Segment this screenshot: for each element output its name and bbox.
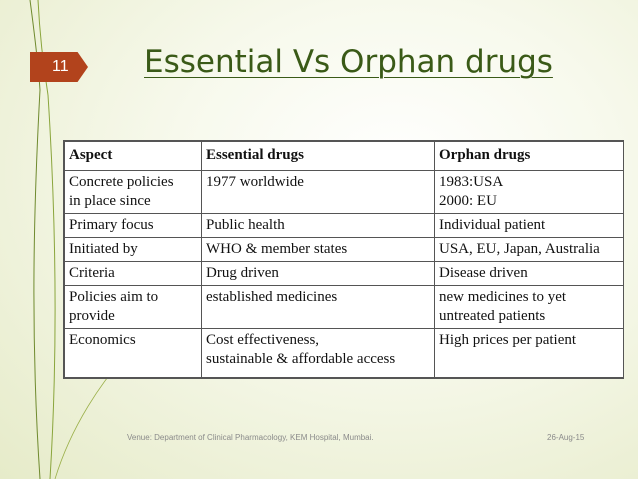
table-row: Policies aim to provide established medi… bbox=[64, 285, 624, 329]
table-cell: 1977 worldwide bbox=[201, 170, 435, 214]
footer-date: 26-Aug-15 bbox=[547, 433, 585, 442]
table-cell: Concrete policies in place since bbox=[64, 170, 202, 214]
header-essential-drugs: Essential drugs bbox=[201, 141, 435, 171]
comparison-table: Aspect Essential drugs Orphan drugs Conc… bbox=[64, 141, 624, 378]
table-cell: Individual patient bbox=[434, 213, 624, 238]
table-cell: 1983:USA 2000: EU bbox=[434, 170, 624, 214]
table-row: Economics Cost effectiveness, sustainabl… bbox=[64, 328, 624, 378]
table-cell: Cost effectiveness, sustainable & afford… bbox=[201, 328, 435, 378]
table-cell: Public health bbox=[201, 213, 435, 238]
comparison-table-container: Aspect Essential drugs Orphan drugs Conc… bbox=[63, 140, 624, 379]
header-orphan-drugs: Orphan drugs bbox=[434, 141, 624, 171]
table-cell: WHO & member states bbox=[201, 237, 435, 262]
table-header-row: Aspect Essential drugs Orphan drugs bbox=[64, 141, 624, 171]
table-cell: established medicines bbox=[201, 285, 435, 329]
table-row: Criteria Drug driven Disease driven bbox=[64, 261, 624, 286]
slide-number: 11 bbox=[52, 58, 69, 75]
table-cell: new medicines to yet untreated patients bbox=[434, 285, 624, 329]
table-cell: Economics bbox=[64, 328, 202, 378]
footer-venue: Venue: Department of Clinical Pharmacolo… bbox=[127, 433, 374, 442]
table-row: Initiated by WHO & member states USA, EU… bbox=[64, 237, 624, 262]
table-cell: USA, EU, Japan, Australia bbox=[434, 237, 624, 262]
table-cell: Criteria bbox=[64, 261, 202, 286]
table-cell: Policies aim to provide bbox=[64, 285, 202, 329]
slide-title: Essential Vs Orphan drugs bbox=[144, 44, 553, 80]
table-cell: Drug driven bbox=[201, 261, 435, 286]
table-row: Concrete policies in place since 1977 wo… bbox=[64, 170, 624, 214]
table-cell: Initiated by bbox=[64, 237, 202, 262]
table-cell: Primary focus bbox=[64, 213, 202, 238]
slide-number-badge: 11 bbox=[30, 52, 88, 82]
table-cell: High prices per patient bbox=[434, 328, 624, 378]
table-cell: Disease driven bbox=[434, 261, 624, 286]
table-row: Primary focus Public health Individual p… bbox=[64, 213, 624, 238]
header-aspect: Aspect bbox=[64, 141, 202, 171]
